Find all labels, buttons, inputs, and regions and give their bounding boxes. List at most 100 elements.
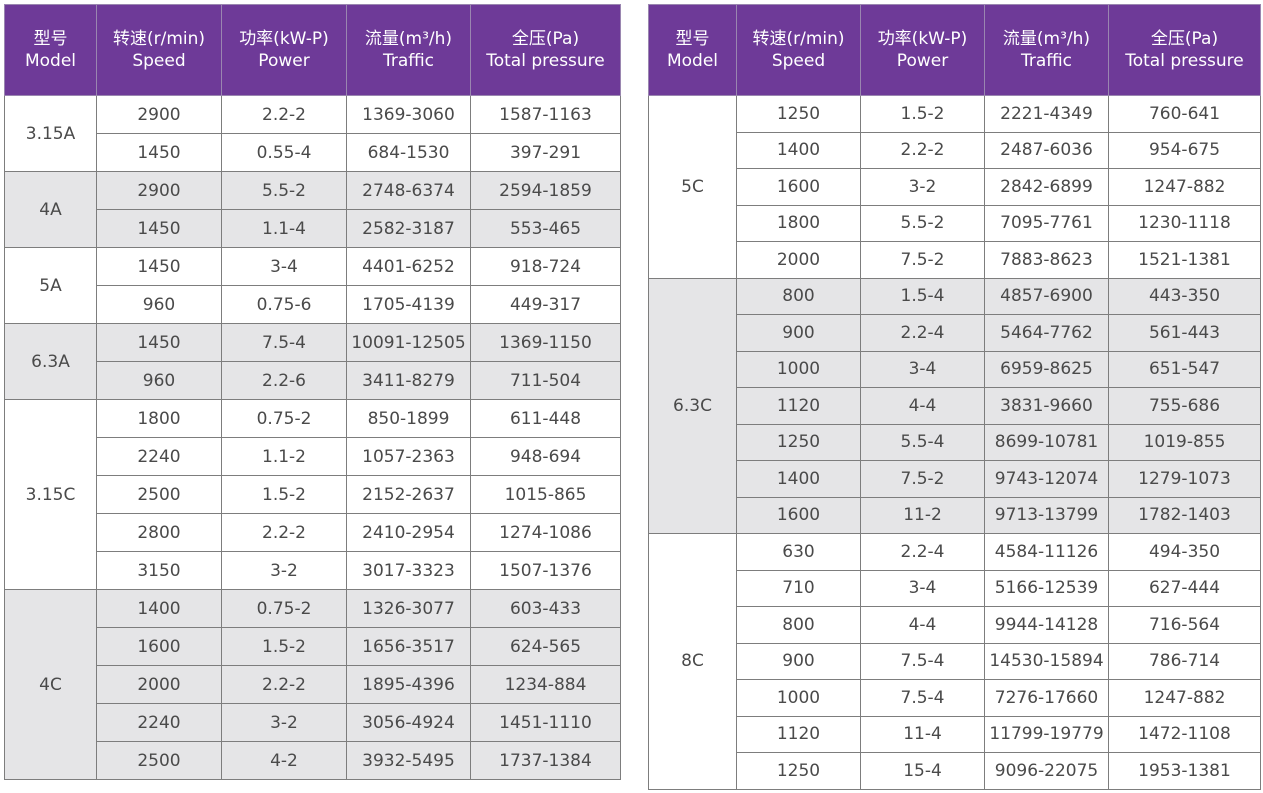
pressure-cell: 1274-1086 [470,513,621,552]
traffic-cell: 3831-9660 [984,387,1109,425]
pressure-cell: 1521-1381 [1108,241,1261,279]
traffic-cell: 8699-10781 [984,423,1109,461]
table-row: 2800 2.2-2 2410-2954 1274-1086 [5,513,621,552]
table-row: 1450 1.1-4 2582-3187 553-465 [5,209,621,248]
model-cell: 3.15C [4,399,97,590]
power-cell: 0.55-4 [221,133,347,172]
pressure-cell: 627-444 [1108,569,1261,607]
pressure-cell: 2594-1859 [470,171,621,210]
power-cell: 3-4 [860,350,985,388]
power-cell: 1.5-2 [221,627,347,666]
traffic-cell: 2152-2637 [346,475,471,514]
traffic-cell: 1895-4396 [346,665,471,704]
pressure-cell: 624-565 [470,627,621,666]
pressure-cell: 1507-1376 [470,551,621,590]
traffic-cell: 3017-3323 [346,551,471,590]
table-row: 1120 4-4 3831-9660 755-686 [649,387,1261,425]
pressure-cell: 1782-1403 [1108,496,1261,534]
power-cell: 7.5-2 [860,460,985,498]
table-row: 2000 2.2-2 1895-4396 1234-884 [5,665,621,704]
pressure-cell: 553-465 [470,209,621,248]
traffic-cell: 5166-12539 [984,569,1109,607]
table-row: 5C 1250 1.5-2 2221-4349 760-641 [648,95,1261,279]
pressure-cell: 1472-1108 [1108,715,1261,753]
pressure-cell: 786-714 [1108,642,1261,680]
speed-cell: 960 [96,361,222,400]
power-cell: 1.1-4 [221,209,347,248]
speed-cell: 1450 [96,133,222,172]
table-row: 900 7.5-4 14530-15894 786-714 [649,642,1261,680]
table-row: 1250 5.5-4 8699-10781 1019-855 [649,423,1261,461]
speed-cell: 1600 [736,496,861,534]
power-cell: 2.2-2 [221,95,347,134]
speed-cell: 1400 [96,589,222,628]
speed-cell: 800 [736,277,861,315]
speed-cell: 1450 [96,209,222,248]
speed-cell: 1000 [736,679,861,717]
table-row: 3.15A 2900 2.2-2 1369-3060 1587-1163 [4,95,621,172]
pressure-cell: 755-686 [1108,387,1261,425]
pressure-cell: 449-317 [470,285,621,324]
pressure-cell: 711-504 [470,361,621,400]
pressure-cell: 1953-1381 [1108,752,1261,790]
table-row: 5A 1450 3-4 4401-6252 918-724 [4,247,621,324]
header-model: 型号 Model [648,4,737,96]
power-cell: 2.2-6 [221,361,347,400]
header-traffic: 流量(m³/h) Traffic [346,4,471,96]
right-table-header: 型号 Model 转速(r/min) Speed 功率(kW-P) Power 流量(… [648,4,1261,96]
power-cell: 2.2-2 [221,665,347,704]
pressure-cell: 397-291 [470,133,621,172]
power-cell: 7.5-4 [860,642,985,680]
model-cell: 6.3A [4,323,97,400]
speed-cell: 2500 [96,741,222,780]
table-row: 1600 11-2 9713-13799 1782-1403 [649,496,1261,534]
pressure-cell: 1737-1384 [470,741,621,780]
traffic-cell: 9713-13799 [984,496,1109,534]
header-speed: 转速(r/min) Speed [736,4,861,96]
pressure-cell: 948-694 [470,437,621,476]
speed-cell: 1000 [736,350,861,388]
speed-cell: 2240 [96,437,222,476]
pressure-cell: 611-448 [470,399,621,438]
power-cell: 15-4 [860,752,985,790]
pressure-cell: 1015-865 [470,475,621,514]
power-cell: 7.5-4 [860,679,985,717]
traffic-cell: 7276-17660 [984,679,1109,717]
pressure-cell: 443-350 [1108,277,1261,315]
pressure-cell: 1279-1073 [1108,460,1261,498]
table-row: 1800 5.5-2 7095-7761 1230-1118 [649,204,1261,242]
power-cell: 5.5-4 [860,423,985,461]
traffic-cell: 684-1530 [346,133,471,172]
traffic-cell: 7095-7761 [984,204,1109,242]
traffic-cell: 2748-6374 [346,171,471,210]
pressure-cell: 603-433 [470,589,621,628]
power-cell: 7.5-4 [221,323,347,362]
pressure-cell: 651-547 [1108,350,1261,388]
speed-cell: 900 [736,314,861,352]
table-row: 2240 3-2 3056-4924 1451-1110 [5,703,621,742]
model-cell: 3.15A [4,95,97,172]
table-row: 3150 3-2 3017-3323 1507-1376 [5,551,621,590]
power-cell: 3-2 [221,551,347,590]
header-power: 功率(kW-P) Power [860,4,985,96]
traffic-cell: 850-1899 [346,399,471,438]
speed-cell: 1400 [736,460,861,498]
table-row: 3.15C 1800 0.75-2 850-1899 611-448 [4,399,621,590]
table-row: 1450 0.55-4 684-1530 397-291 [5,133,621,172]
table-row: 1400 7.5-2 9743-12074 1279-1073 [649,460,1261,498]
speed-cell: 900 [736,642,861,680]
power-cell: 1.5-2 [860,95,985,133]
speed-cell: 1450 [96,323,222,362]
traffic-cell: 4584-11126 [984,533,1109,571]
traffic-cell: 14530-15894 [984,642,1109,680]
speed-cell: 1250 [736,95,861,133]
right-table-body: 5C 1250 1.5-2 2221-4349 760-641 1400 2.2-2 2487… [648,95,1261,790]
pressure-cell: 494-350 [1108,533,1261,571]
traffic-cell: 3932-5495 [346,741,471,780]
pressure-cell: 954-675 [1108,131,1261,169]
table-row: 710 3-4 5166-12539 627-444 [649,569,1261,607]
power-cell: 3-4 [221,247,347,286]
power-cell: 11-2 [860,496,985,534]
power-cell: 0.75-2 [221,399,347,438]
power-cell: 2.2-4 [860,533,985,571]
